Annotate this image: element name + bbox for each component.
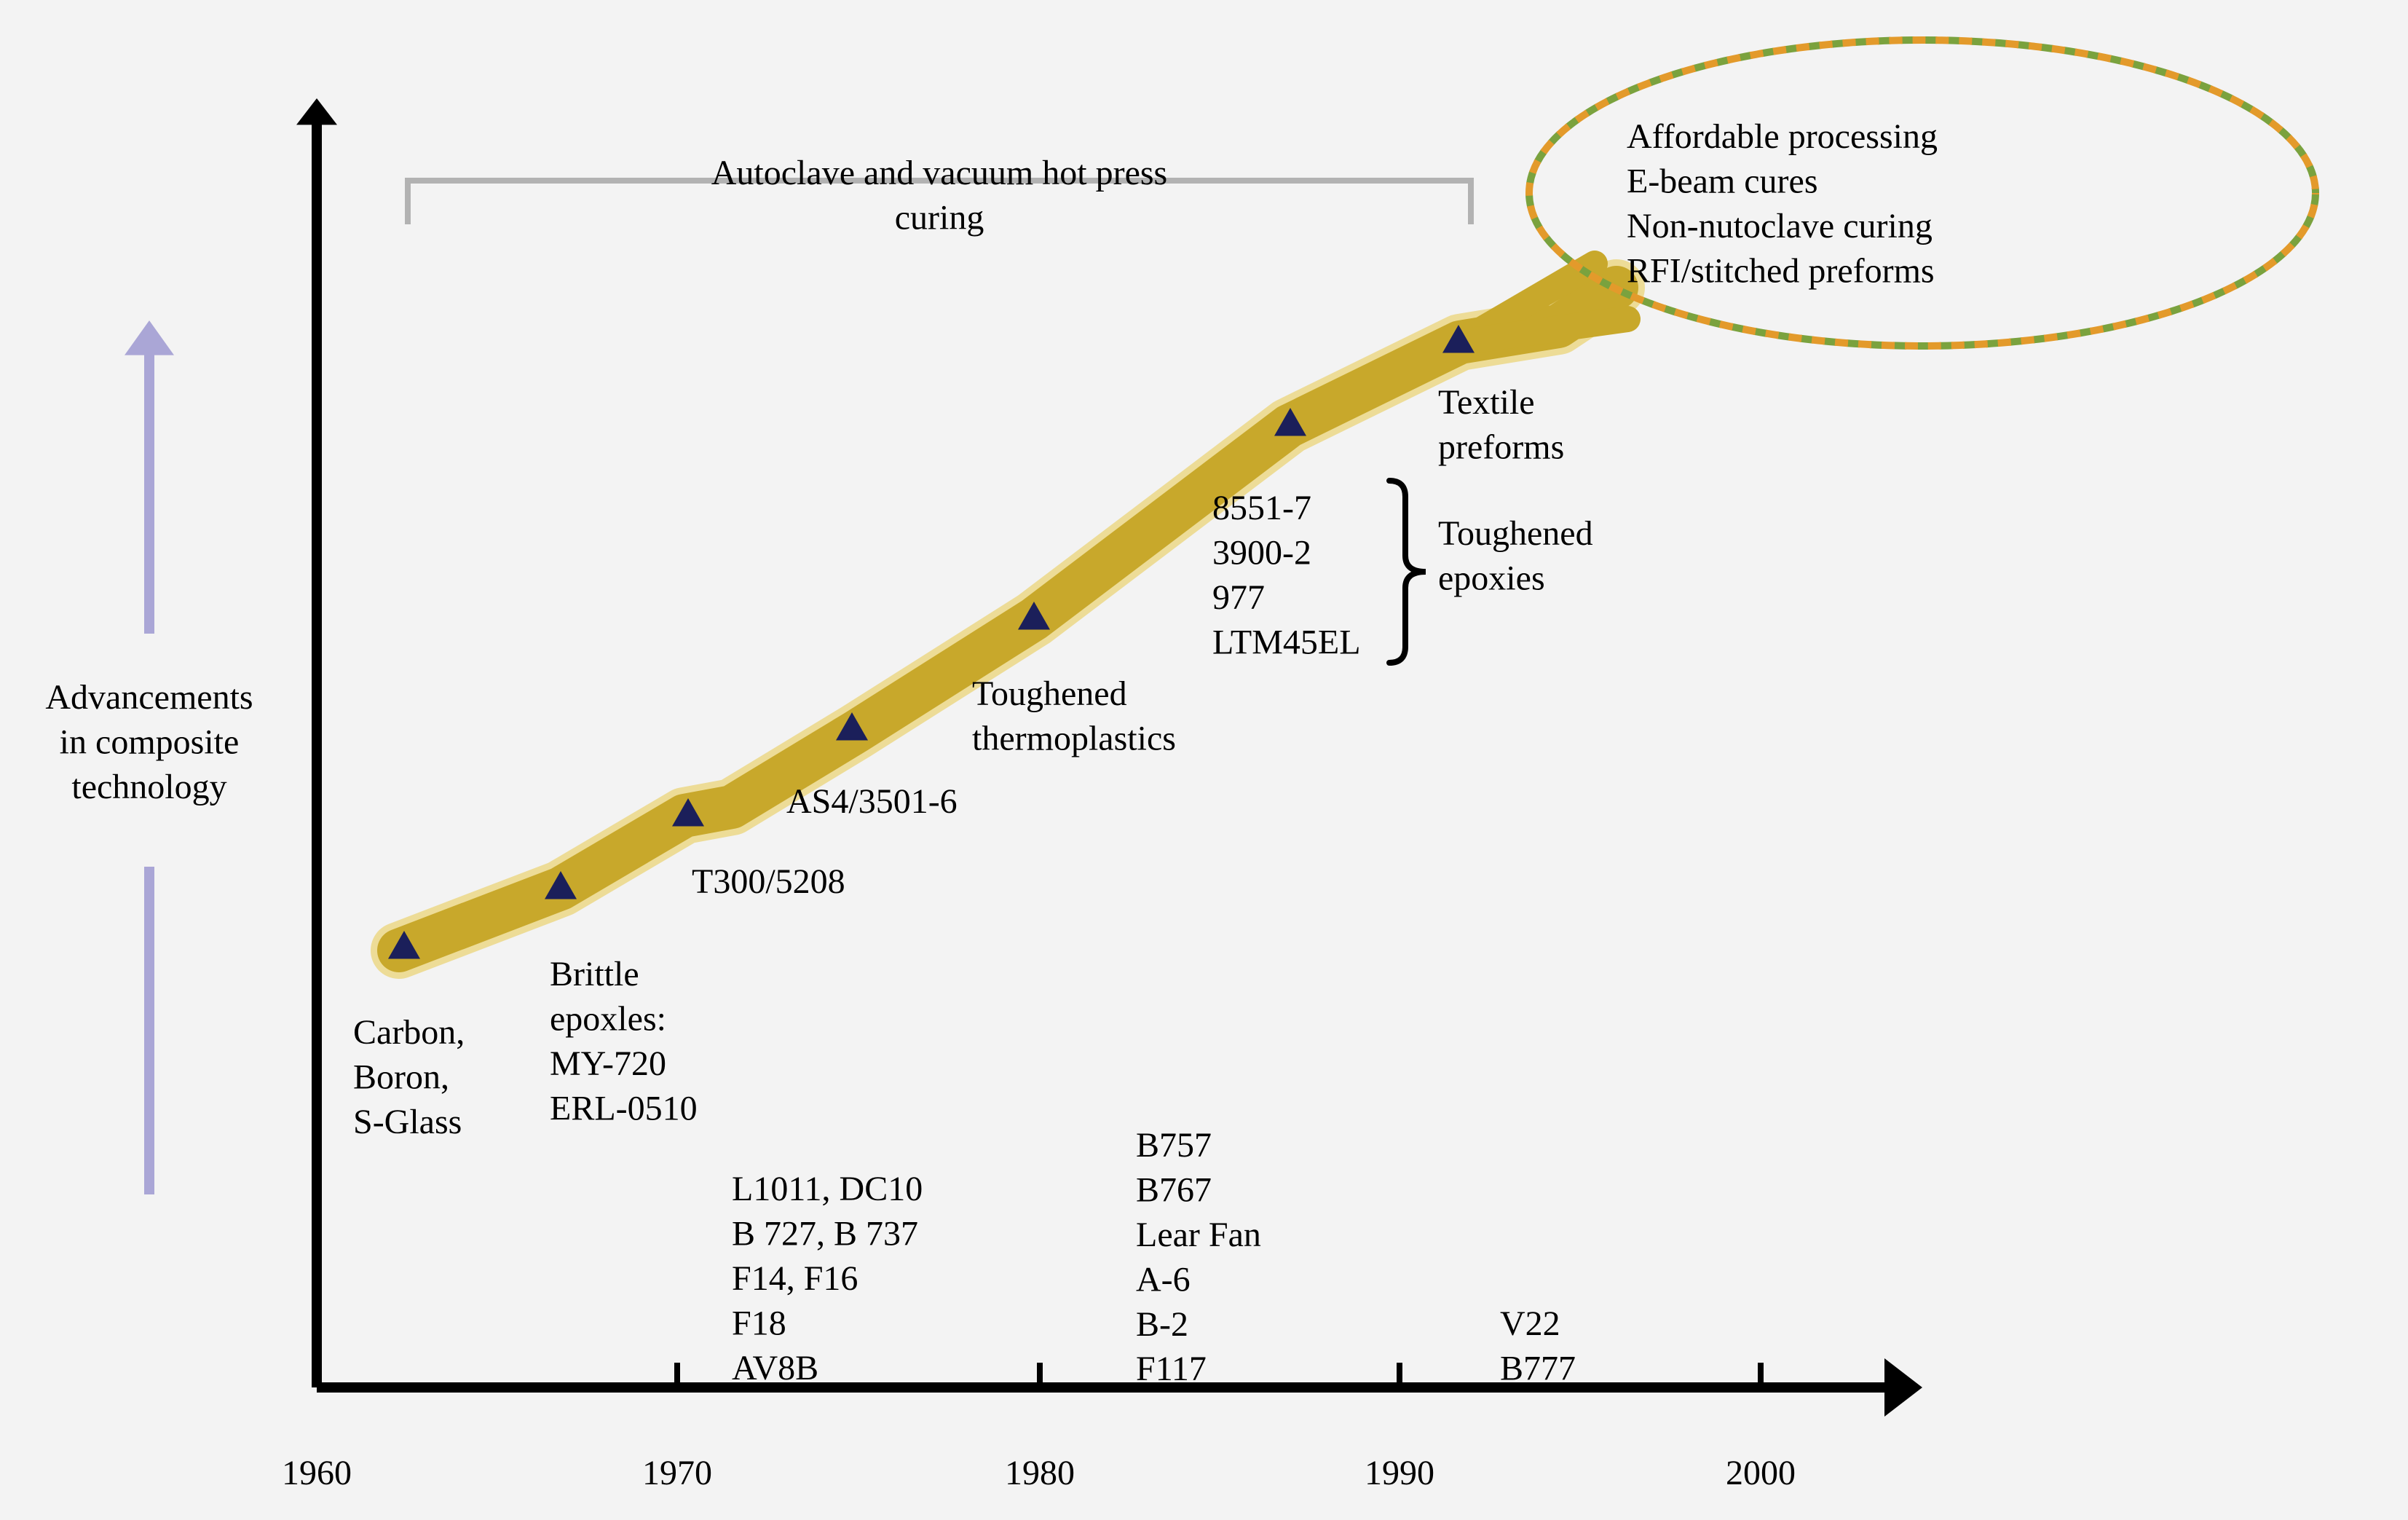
x-tick-label-2000: 2000 (1726, 1454, 1796, 1492)
label-carbon: Carbon,Boron,S-Glass (353, 1013, 465, 1141)
x-tick-label-1990: 1990 (1365, 1454, 1434, 1492)
x-tick-label-1980: 1980 (1005, 1454, 1075, 1492)
diagram-svg: Autoclave and vacuum hot presscuringAdva… (0, 0, 2408, 1520)
background (0, 0, 2408, 1520)
label-t300: T300/5208 (692, 862, 845, 901)
label-as4: AS4/3501-6 (786, 782, 958, 821)
x-tick-label-1960: 1960 (282, 1454, 352, 1492)
x-tick-label-1970: 1970 (642, 1454, 712, 1492)
diagram-stage: Autoclave and vacuum hot presscuringAdva… (0, 0, 2408, 1520)
y-axis-label: Advancementsin compositetechnology (45, 678, 253, 806)
